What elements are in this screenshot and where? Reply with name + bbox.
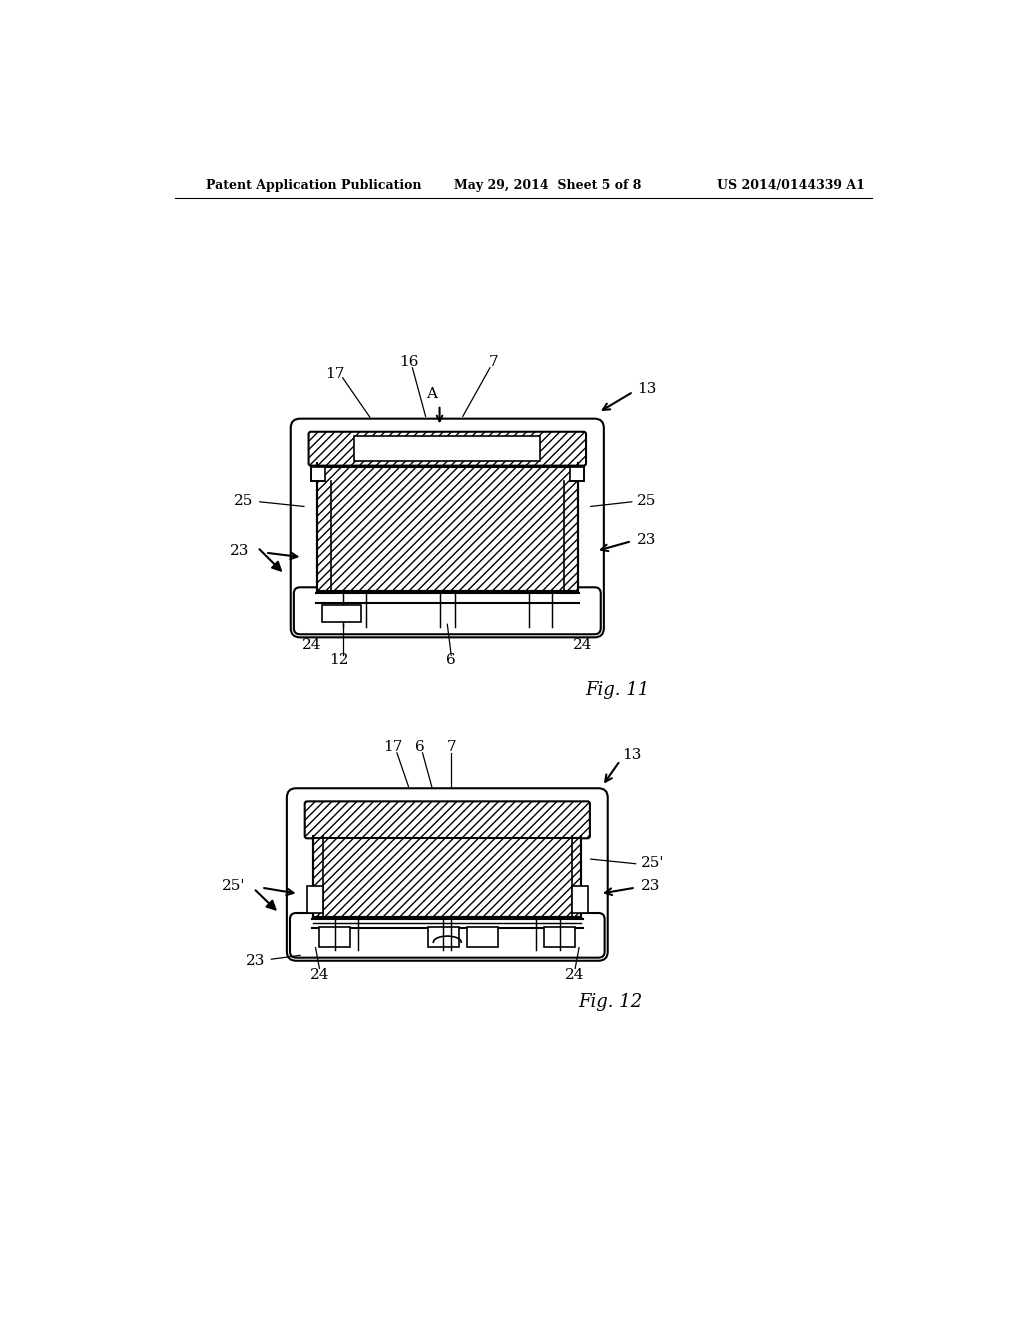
FancyBboxPatch shape [290, 913, 604, 958]
FancyBboxPatch shape [308, 432, 586, 466]
Bar [569, 467, 584, 480]
Bar [311, 467, 325, 480]
Text: 23: 23 [230, 544, 250, 558]
Text: May 29, 2014  Sheet 5 of 8: May 29, 2014 Sheet 5 of 8 [454, 178, 641, 191]
Text: 16: 16 [398, 355, 418, 370]
FancyBboxPatch shape [294, 587, 601, 635]
Text: 17: 17 [383, 741, 402, 755]
Text: 24: 24 [573, 638, 593, 652]
Bar [572, 886, 588, 913]
Bar [313, 838, 582, 917]
Text: 13: 13 [622, 748, 641, 762]
Text: 23: 23 [641, 879, 660, 894]
Bar [428, 927, 459, 946]
Text: 25': 25' [641, 855, 665, 870]
Text: 17: 17 [326, 367, 345, 381]
Text: 24: 24 [565, 968, 585, 982]
Text: 24: 24 [302, 638, 322, 652]
Bar [544, 927, 575, 946]
Text: 6: 6 [446, 653, 456, 668]
Bar [307, 886, 323, 913]
Bar [322, 605, 360, 622]
Text: 25': 25' [222, 879, 246, 894]
Text: 6: 6 [416, 741, 425, 755]
FancyBboxPatch shape [291, 418, 604, 638]
FancyBboxPatch shape [287, 788, 607, 961]
Text: Fig. 12: Fig. 12 [578, 993, 642, 1011]
Bar [317, 467, 578, 591]
Text: 25: 25 [234, 494, 254, 508]
Text: US 2014/0144339 A1: US 2014/0144339 A1 [717, 178, 865, 191]
Bar [319, 927, 350, 946]
Text: 13: 13 [637, 383, 656, 396]
Bar [354, 437, 541, 461]
Text: 24: 24 [309, 968, 329, 982]
Text: Patent Application Publication: Patent Application Publication [206, 178, 421, 191]
Text: 7: 7 [446, 741, 456, 755]
Text: 25: 25 [637, 494, 656, 508]
Bar [467, 927, 498, 946]
Text: A: A [426, 387, 437, 401]
Text: 23: 23 [246, 954, 265, 968]
Text: Fig. 11: Fig. 11 [586, 681, 650, 698]
FancyBboxPatch shape [305, 801, 590, 838]
Text: 12: 12 [329, 653, 348, 668]
Text: 7: 7 [489, 355, 499, 370]
Text: 23: 23 [637, 532, 656, 546]
